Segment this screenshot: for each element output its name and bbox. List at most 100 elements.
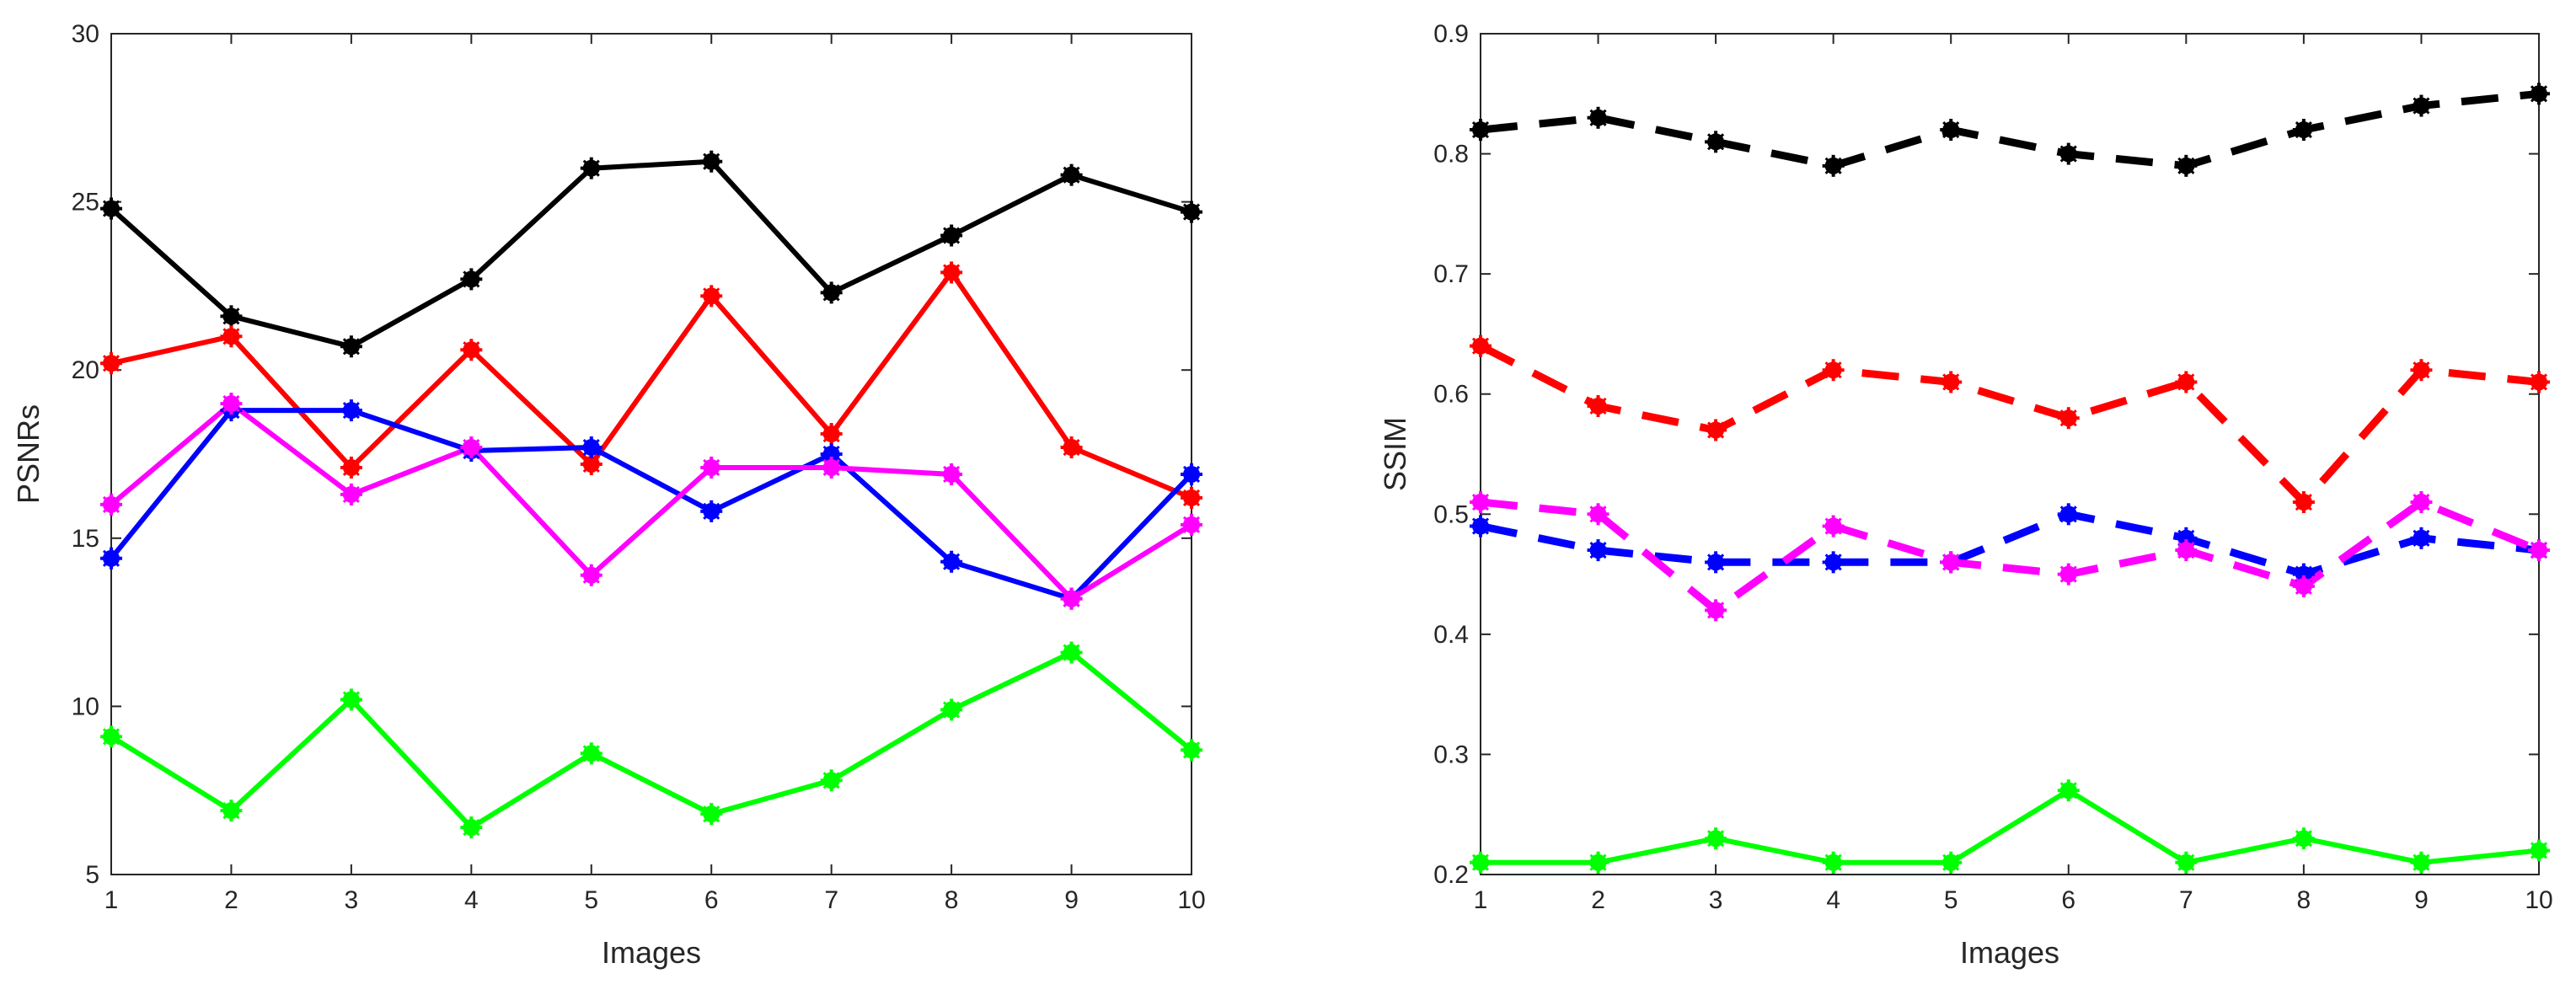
psnr-chart: 1 2 3 4 5 6 7 8 9 10 5 10 15 20 25 30 Images PSNRs xyxy=(11,20,1206,970)
ssim-y-axis-label: SSIM xyxy=(1378,417,1412,491)
ssim-point-magenta xyxy=(2057,563,2080,586)
ssim-point-black xyxy=(1705,131,1727,153)
ssim-point-red xyxy=(2528,371,2550,393)
psnr-point-red xyxy=(1181,486,1202,509)
ssim-point-green xyxy=(2528,839,2550,862)
ssim-x-tick-label: 1 xyxy=(1474,886,1488,914)
ssim-point-magenta xyxy=(1587,503,1609,526)
ssim-y-tick-label: 0.5 xyxy=(1433,500,1469,528)
ssim-point-black xyxy=(1822,154,1845,177)
psnr-point-blue xyxy=(820,443,843,465)
ssim-y-tick-label: 0.9 xyxy=(1433,20,1469,48)
psnr-point-red xyxy=(940,261,963,284)
ssim-point-green xyxy=(1940,851,1963,874)
psnr-point-green xyxy=(100,725,122,748)
psnr-y-axis-label: PSNRs xyxy=(11,404,46,504)
ssim-point-red xyxy=(1587,394,1609,417)
ssim-point-black xyxy=(1470,119,1492,142)
ssim-x-tick-label: 3 xyxy=(1709,886,1723,914)
ssim-plot-area xyxy=(1480,33,2540,875)
psnr-point-red xyxy=(700,285,723,308)
ssim-series-line-green xyxy=(1481,788,2540,865)
psnr-point-green xyxy=(220,800,243,822)
psnr-point-black xyxy=(1060,163,1083,186)
ssim-point-red xyxy=(1705,419,1727,441)
ssim-point-green xyxy=(2175,851,2198,874)
psnr-x-tick-label: 7 xyxy=(824,886,838,914)
psnr-x-axis-label: Images xyxy=(602,935,701,970)
psnr-point-black xyxy=(820,281,843,304)
psnr-ticks: 1 2 3 4 5 6 7 8 9 10 5 10 15 20 25 30 xyxy=(72,20,1206,914)
ssim-point-black xyxy=(2057,142,2080,165)
psnr-point-black xyxy=(220,305,243,328)
ssim-point-red xyxy=(1470,334,1492,357)
ssim-point-red xyxy=(1940,371,1963,393)
psnr-y-tick-label: 25 xyxy=(72,189,99,217)
psnr-point-red xyxy=(580,452,602,475)
psnr-point-magenta xyxy=(1060,587,1083,610)
psnr-point-green xyxy=(940,698,963,721)
ssim-point-black xyxy=(1587,106,1609,129)
ssim-y-tick-label: 0.7 xyxy=(1433,260,1469,288)
psnr-x-tick-label: 6 xyxy=(704,886,719,914)
psnr-y-tick-label: 20 xyxy=(72,356,99,384)
psnr-point-black xyxy=(940,224,963,247)
psnr-point-black xyxy=(340,335,362,358)
ssim-series-line-magenta xyxy=(1480,498,2541,614)
psnr-point-magenta xyxy=(820,456,843,479)
psnr-x-tick-label: 4 xyxy=(464,886,479,914)
psnr-x-tick-label: 8 xyxy=(945,886,959,914)
ssim-point-green xyxy=(1470,851,1492,874)
psnr-point-black xyxy=(100,197,122,220)
psnr-point-black xyxy=(1181,201,1202,223)
psnr-point-red xyxy=(460,339,483,361)
ssim-point-green xyxy=(2410,851,2433,874)
ssim-y-tick-label: 0.4 xyxy=(1433,621,1469,649)
ssim-series-line-red xyxy=(1478,342,2540,506)
psnr-point-magenta xyxy=(340,483,362,506)
psnr-x-tick-label: 9 xyxy=(1064,886,1079,914)
ssim-x-axis-label: Images xyxy=(1960,935,2059,970)
ssim-point-green xyxy=(1705,827,1727,850)
psnr-x-tick-label: 1 xyxy=(104,886,119,914)
ssim-point-green xyxy=(1587,851,1609,874)
psnr-point-red xyxy=(340,456,362,479)
ssim-point-blue xyxy=(1587,539,1609,562)
ssim-point-magenta xyxy=(1822,515,1845,538)
psnr-point-green xyxy=(580,742,602,765)
psnr-y-tick-label: 10 xyxy=(72,693,99,720)
ssim-series-markers xyxy=(1470,83,2550,874)
ssim-point-red xyxy=(2057,407,2080,430)
ssim-point-magenta xyxy=(1705,599,1727,622)
ssim-point-black xyxy=(2410,94,2433,117)
ssim-point-green xyxy=(2292,827,2315,850)
ssim-x-tick-label: 8 xyxy=(2297,886,2311,914)
ssim-point-blue xyxy=(2175,527,2198,549)
ssim-y-tick-label: 0.2 xyxy=(1433,861,1469,889)
ssim-point-red xyxy=(2292,491,2315,514)
ssim-point-black xyxy=(2292,119,2315,142)
ssim-x-tick-label: 6 xyxy=(2061,886,2075,914)
psnr-series-line-green xyxy=(110,650,1193,831)
ssim-point-magenta xyxy=(1470,491,1492,514)
psnr-point-blue xyxy=(340,399,362,422)
psnr-point-blue xyxy=(580,436,602,459)
psnr-series-line-blue xyxy=(109,408,1194,602)
ssim-series-lines xyxy=(1478,89,2541,865)
ssim-chart: 1 2 3 4 5 6 7 8 9 10 0.2 0.3 0.4 0.5 0.6 0.7 0.8 0.9 Imag… xyxy=(1378,20,2553,970)
ssim-x-tick-label: 10 xyxy=(2525,886,2552,914)
ssim-point-green xyxy=(2057,779,2080,802)
ssim-point-green xyxy=(1822,851,1845,874)
psnr-y-tick-label: 15 xyxy=(72,525,99,553)
ssim-point-red xyxy=(2175,371,2198,393)
ssim-point-blue xyxy=(2057,503,2080,526)
ssim-point-blue xyxy=(1822,551,1845,574)
psnr-point-black xyxy=(580,157,602,179)
ssim-point-magenta xyxy=(2528,539,2550,562)
psnr-x-tick-label: 3 xyxy=(345,886,359,914)
psnr-series-line-red xyxy=(110,270,1193,500)
psnr-point-red xyxy=(1060,436,1083,459)
ssim-point-black xyxy=(1940,119,1963,142)
psnr-point-magenta xyxy=(100,493,122,516)
psnr-point-magenta xyxy=(220,393,243,415)
